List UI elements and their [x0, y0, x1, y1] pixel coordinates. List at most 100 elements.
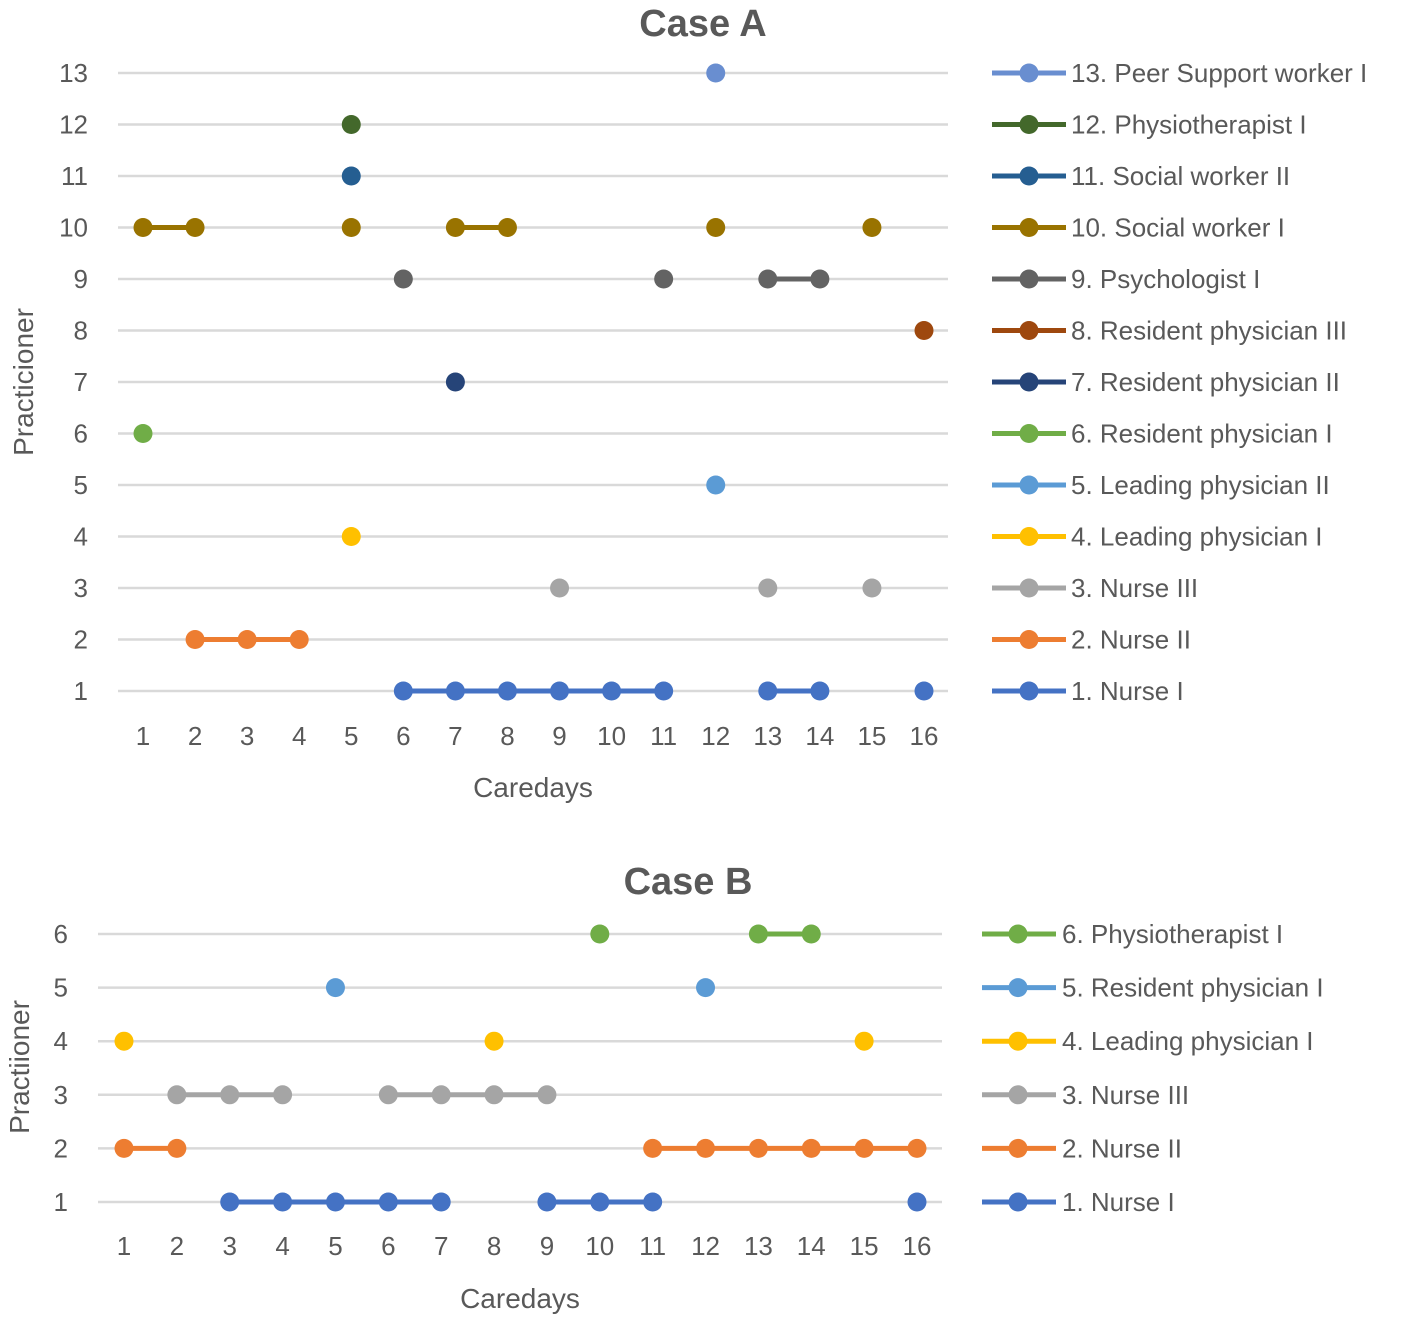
case-b-x-tick-label: 15 — [850, 1231, 879, 1261]
case-a-title: Case A — [639, 3, 766, 45]
case-a-x-tick-label: 2 — [188, 721, 202, 751]
case-a-legend-item: 8. Resident physician III — [992, 316, 1347, 346]
case-b-series — [114, 1138, 927, 1158]
case-a-y-tick-label: 9 — [74, 264, 88, 294]
legend-marker — [1019, 372, 1039, 392]
case-a-x-tick-label: 4 — [292, 721, 306, 751]
legend-marker — [1019, 321, 1039, 340]
case-a-series — [445, 372, 465, 392]
data-point — [220, 1085, 240, 1105]
data-point — [914, 321, 934, 340]
case-a-x-tick-label: 15 — [857, 721, 886, 751]
legend-marker — [1008, 978, 1028, 998]
data-point — [758, 681, 778, 701]
legend-label: 2. Nurse II — [1071, 625, 1191, 655]
data-point — [431, 1192, 451, 1212]
data-point — [484, 1031, 504, 1051]
case-b-y-axis-title: Practiioner — [4, 1000, 35, 1134]
case-b-series — [590, 924, 821, 944]
case-b-x-tick-label: 1 — [117, 1231, 131, 1261]
case-a-y-tick-label: 12 — [59, 110, 88, 140]
case-a-x-tick-label: 16 — [910, 721, 939, 751]
data-point — [289, 630, 309, 649]
legend-marker — [1019, 218, 1039, 237]
case-b-x-tick-label: 11 — [639, 1231, 666, 1261]
case-a-x-axis-title: Caredays — [473, 772, 593, 803]
case-a-y-tick-label: 13 — [59, 58, 88, 88]
case-a-legend-item: 13. Peer Support worker I — [992, 58, 1367, 88]
case-b-x-tick-label: 2 — [170, 1231, 184, 1261]
case-a-legend-item: 7. Resident physician II — [992, 367, 1340, 397]
legend-marker — [1019, 681, 1039, 701]
data-point — [537, 1192, 557, 1212]
case-a-series — [393, 681, 934, 701]
case-a-x-tick-label: 8 — [500, 721, 514, 751]
case-a-y-tick-label: 4 — [74, 522, 88, 552]
case-b-x-tick-label: 12 — [691, 1231, 720, 1261]
legend-label: 5. Resident physician I — [1062, 973, 1324, 1003]
case-a-legend-item: 10. Social worker I — [992, 213, 1285, 243]
data-point — [341, 218, 361, 237]
case-a-x-tick-label: 6 — [396, 721, 410, 751]
case-b-legend-item: 5. Resident physician I — [982, 973, 1324, 1003]
data-point — [185, 218, 205, 237]
legend-marker — [1019, 424, 1039, 443]
legend-label: 6. Physiotherapist I — [1062, 919, 1283, 949]
legend-marker — [1008, 1031, 1028, 1051]
legend-label: 3. Nurse III — [1062, 1080, 1189, 1110]
data-point — [445, 218, 465, 237]
legend-marker — [1019, 115, 1039, 134]
data-point — [907, 1192, 927, 1212]
case-a-x-tick-label: 9 — [552, 721, 566, 751]
case-a-chart: Case A Caredays Practicioner 12345678910… — [8, 3, 1367, 803]
case-a-series — [341, 115, 361, 134]
data-point — [341, 527, 361, 546]
case-a-y-tick-label: 2 — [74, 625, 88, 655]
case-a-x-tick-label: 13 — [753, 721, 782, 751]
case-a-series — [133, 424, 153, 443]
data-point — [748, 924, 768, 944]
data-point — [185, 630, 205, 649]
data-point — [590, 924, 610, 944]
case-b-legend-item: 1. Nurse I — [982, 1187, 1175, 1217]
case-a-legend-item: 2. Nurse II — [992, 625, 1191, 655]
data-point — [854, 1138, 874, 1158]
data-point — [758, 269, 778, 289]
data-point — [810, 681, 830, 701]
case-a-series — [341, 527, 361, 546]
data-point — [810, 269, 830, 289]
legend-label: 7. Resident physician II — [1071, 367, 1340, 397]
case-a-series — [341, 166, 361, 186]
case-b-x-tick-label: 3 — [222, 1231, 236, 1261]
legend-label: 3. Nurse III — [1071, 573, 1198, 603]
case-b-legend-item: 4. Leading physician I — [982, 1026, 1314, 1056]
legend-label: 1. Nurse I — [1062, 1187, 1175, 1217]
case-b-x-tick-label: 6 — [381, 1231, 395, 1261]
data-point — [325, 978, 345, 998]
legend-marker — [1019, 166, 1039, 186]
case-b-x-tick-label: 14 — [797, 1231, 826, 1261]
data-point — [801, 1138, 821, 1158]
case-b-y-tick-label: 1 — [54, 1187, 68, 1217]
case-b-legend-item: 2. Nurse II — [982, 1133, 1182, 1163]
data-point — [445, 372, 465, 392]
data-point — [484, 1085, 504, 1105]
case-a-x-tick-label: 1 — [136, 721, 150, 751]
case-b-x-tick-label: 7 — [434, 1231, 448, 1261]
case-a-x-tick-label: 14 — [805, 721, 834, 751]
case-a-legend-item: 6. Resident physician I — [992, 419, 1333, 449]
legend-marker — [1008, 1192, 1028, 1212]
case-b-series — [220, 1192, 927, 1212]
data-point — [590, 1192, 610, 1212]
data-point — [706, 218, 726, 237]
case-a-series — [550, 578, 882, 598]
case-b-series — [325, 978, 716, 998]
data-point — [445, 681, 465, 701]
case-a-series — [133, 218, 882, 237]
case-a-series — [706, 63, 726, 83]
case-a-y-tick-label: 3 — [74, 573, 88, 603]
data-point — [862, 218, 882, 237]
case-a-series — [185, 630, 309, 649]
case-a-legend-item: 1. Nurse I — [992, 676, 1184, 706]
